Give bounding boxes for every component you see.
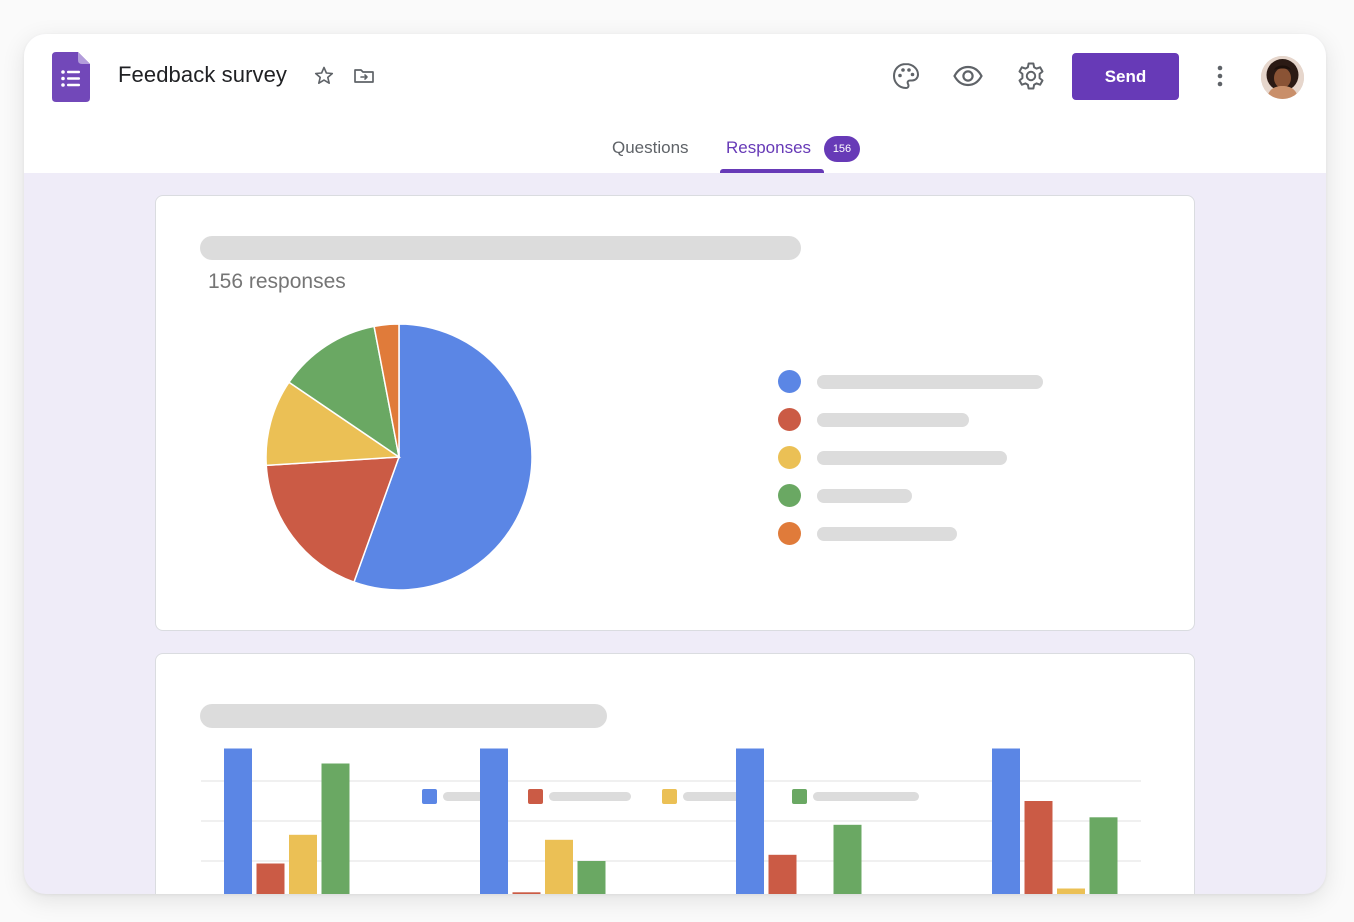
forms-logo-icon[interactable] bbox=[52, 52, 90, 102]
account-avatar[interactable] bbox=[1261, 56, 1304, 99]
bar-g4-s1 bbox=[992, 748, 1020, 894]
pie-slice-5 bbox=[373, 323, 400, 458]
legend-label-placeholder-3 bbox=[817, 451, 1007, 465]
bar-question-card bbox=[155, 653, 1195, 894]
pie-slice-4 bbox=[287, 325, 401, 459]
bar-g3-s2 bbox=[768, 854, 797, 894]
legend-label-placeholder-1 bbox=[817, 375, 1043, 389]
pie-slice-1 bbox=[352, 323, 533, 591]
bar-g4-s3 bbox=[1057, 888, 1085, 894]
document-title[interactable]: Feedback survey bbox=[118, 62, 288, 87]
send-button[interactable]: Send bbox=[1072, 53, 1179, 100]
bar-g2-s2 bbox=[512, 892, 541, 894]
question-title-placeholder bbox=[200, 704, 607, 728]
legend-marker-4 bbox=[778, 484, 801, 507]
responses-count-badge: 156 bbox=[824, 136, 860, 162]
responses-count-text: 156 responses bbox=[208, 270, 346, 293]
bar-g2-s3 bbox=[545, 839, 573, 894]
bar-legend-label-placeholder-4 bbox=[813, 792, 919, 801]
active-tab-indicator bbox=[720, 169, 824, 173]
move-to-folder-icon[interactable] bbox=[344, 56, 384, 96]
gear-icon[interactable] bbox=[1011, 56, 1051, 96]
bar-g4-s4 bbox=[1089, 817, 1118, 894]
legend-marker-5 bbox=[778, 522, 801, 545]
bar-g1-s2 bbox=[256, 863, 285, 894]
pie-question-card: 156 responses bbox=[155, 195, 1195, 631]
pie-slice-3 bbox=[265, 381, 402, 467]
bar-g1-s4 bbox=[321, 763, 350, 894]
bar-g1-s1 bbox=[224, 748, 252, 894]
bar-g1-s3 bbox=[289, 834, 317, 894]
tab-questions[interactable]: Questions bbox=[612, 138, 689, 157]
bar-g3-s4 bbox=[833, 824, 862, 894]
palette-icon[interactable] bbox=[886, 56, 926, 96]
forms-window: Feedback survey bbox=[24, 34, 1326, 894]
legend-marker-3 bbox=[778, 446, 801, 469]
bar-g2-s1 bbox=[480, 748, 508, 894]
pie-chart bbox=[265, 323, 533, 591]
legend-label-placeholder-5 bbox=[817, 527, 957, 541]
legend-marker-2 bbox=[778, 408, 801, 431]
bar-g4-s2 bbox=[1024, 801, 1053, 894]
bar-chart bbox=[201, 748, 1141, 894]
legend-label-placeholder-2 bbox=[817, 413, 969, 427]
bar-legend-marker-1 bbox=[422, 789, 437, 804]
bar-legend-marker-3 bbox=[662, 789, 677, 804]
pie-slice-2 bbox=[265, 456, 401, 584]
more-vert-icon[interactable] bbox=[1200, 56, 1240, 96]
legend-marker-1 bbox=[778, 370, 801, 393]
bar-legend-marker-2 bbox=[528, 789, 543, 804]
bar-g2-s4 bbox=[577, 861, 606, 894]
eye-icon[interactable] bbox=[948, 56, 988, 96]
app-header: Feedback survey bbox=[24, 34, 1326, 173]
bar-legend-label-placeholder-2 bbox=[549, 792, 631, 801]
bar-legend-marker-4 bbox=[792, 789, 807, 804]
star-icon[interactable] bbox=[304, 56, 344, 96]
tab-responses[interactable]: Responses bbox=[726, 138, 812, 157]
bar-g3-s1 bbox=[736, 748, 764, 894]
legend-label-placeholder-4 bbox=[817, 489, 912, 503]
question-title-placeholder bbox=[200, 236, 801, 260]
